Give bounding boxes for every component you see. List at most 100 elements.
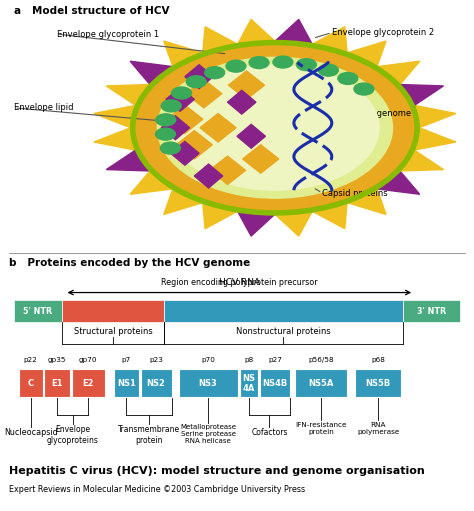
Text: p8: p8: [245, 357, 254, 363]
Text: NS4B: NS4B: [263, 379, 288, 388]
Text: Nonstructural proteins: Nonstructural proteins: [236, 327, 330, 336]
Circle shape: [135, 44, 415, 212]
FancyBboxPatch shape: [240, 369, 258, 398]
Text: NS5A: NS5A: [308, 379, 334, 388]
Polygon shape: [185, 65, 213, 88]
Text: NS
4A: NS 4A: [243, 374, 255, 393]
Text: RNA
polymerase: RNA polymerase: [357, 422, 400, 434]
Polygon shape: [171, 142, 199, 165]
Polygon shape: [186, 80, 222, 108]
Text: p56/58: p56/58: [308, 357, 334, 363]
Polygon shape: [200, 113, 236, 142]
Text: Envelope glycoprotein 2: Envelope glycoprotein 2: [332, 28, 434, 37]
Text: HCV RNA: HCV RNA: [219, 278, 260, 288]
Circle shape: [319, 64, 338, 76]
Text: Envelope glycoprotein 1: Envelope glycoprotein 1: [57, 30, 159, 38]
Text: Hepatitis C virus (HCV): model structure and genome organisation: Hepatitis C virus (HCV): model structure…: [9, 466, 425, 476]
FancyBboxPatch shape: [140, 369, 172, 398]
Circle shape: [160, 142, 180, 154]
FancyBboxPatch shape: [72, 369, 105, 398]
Text: Capsid proteins: Capsid proteins: [322, 189, 388, 198]
Text: E2: E2: [82, 379, 94, 388]
Text: RNA genome: RNA genome: [356, 109, 410, 118]
Text: p23: p23: [149, 357, 163, 363]
Polygon shape: [176, 131, 212, 159]
Text: a   Model structure of HCV: a Model structure of HCV: [14, 6, 170, 16]
Text: Nucleocapsid: Nucleocapsid: [4, 428, 57, 437]
Polygon shape: [243, 145, 279, 173]
Text: Envelope lipid: Envelope lipid: [14, 103, 74, 112]
Text: IFN-resistance
protein: IFN-resistance protein: [295, 422, 346, 434]
FancyBboxPatch shape: [402, 300, 460, 322]
Polygon shape: [228, 90, 256, 114]
Circle shape: [172, 87, 191, 99]
Text: b   Proteins encoded by the HCV genome: b Proteins encoded by the HCV genome: [9, 258, 251, 268]
Polygon shape: [130, 61, 173, 84]
Polygon shape: [203, 27, 237, 53]
Text: 3' NTR: 3' NTR: [417, 307, 446, 316]
Text: Region encoding polyprotein precursor: Region encoding polyprotein precursor: [161, 278, 318, 287]
FancyBboxPatch shape: [18, 369, 43, 398]
Polygon shape: [164, 41, 202, 66]
Circle shape: [354, 83, 374, 95]
Text: NS1: NS1: [117, 379, 136, 388]
FancyBboxPatch shape: [164, 300, 402, 322]
Circle shape: [155, 128, 175, 140]
Polygon shape: [94, 128, 135, 150]
Polygon shape: [106, 84, 150, 105]
Polygon shape: [415, 105, 456, 128]
Polygon shape: [347, 189, 386, 215]
Circle shape: [186, 76, 206, 88]
Circle shape: [226, 60, 246, 72]
Circle shape: [338, 73, 358, 84]
Text: Metalloprotease
Serine protease
RNA helicase: Metalloprotease Serine protease RNA heli…: [180, 424, 236, 444]
Text: p27: p27: [268, 357, 282, 363]
Polygon shape: [161, 116, 190, 140]
FancyBboxPatch shape: [355, 369, 401, 398]
Polygon shape: [275, 212, 312, 236]
FancyBboxPatch shape: [14, 300, 63, 322]
Polygon shape: [106, 150, 150, 171]
FancyBboxPatch shape: [294, 369, 347, 398]
Circle shape: [171, 65, 379, 190]
Circle shape: [249, 57, 269, 68]
Polygon shape: [312, 27, 347, 53]
Polygon shape: [237, 124, 265, 148]
Text: C: C: [27, 379, 34, 388]
FancyBboxPatch shape: [63, 300, 164, 322]
Polygon shape: [210, 156, 246, 184]
Polygon shape: [347, 41, 386, 66]
Circle shape: [161, 100, 181, 112]
Polygon shape: [237, 212, 275, 236]
Text: 5' NTR: 5' NTR: [23, 307, 53, 316]
Circle shape: [157, 57, 392, 198]
Text: gp70: gp70: [79, 357, 97, 363]
Polygon shape: [275, 19, 312, 44]
Polygon shape: [312, 203, 347, 229]
Polygon shape: [377, 61, 419, 84]
FancyBboxPatch shape: [114, 369, 139, 398]
Text: p7: p7: [122, 357, 131, 363]
Polygon shape: [415, 128, 456, 150]
Circle shape: [156, 114, 176, 126]
Circle shape: [205, 67, 225, 79]
Polygon shape: [237, 19, 275, 44]
Text: Cofactors: Cofactors: [251, 428, 288, 437]
Text: NS5B: NS5B: [365, 379, 391, 388]
Text: p70: p70: [201, 357, 215, 363]
Polygon shape: [377, 171, 419, 194]
Polygon shape: [203, 203, 237, 229]
Polygon shape: [166, 87, 194, 111]
Circle shape: [296, 59, 316, 71]
Polygon shape: [400, 84, 444, 105]
Text: E1: E1: [51, 379, 63, 388]
FancyBboxPatch shape: [179, 369, 237, 398]
Text: NS2: NS2: [147, 379, 165, 388]
Text: Structural proteins: Structural proteins: [73, 327, 152, 336]
Polygon shape: [194, 164, 223, 188]
Text: Envelope
glycoproteins: Envelope glycoproteins: [46, 425, 99, 445]
Polygon shape: [228, 71, 264, 99]
FancyBboxPatch shape: [45, 369, 70, 398]
Text: Expert Reviews in Molecular Medicine ©2003 Cambridge University Press: Expert Reviews in Molecular Medicine ©20…: [9, 485, 306, 495]
Polygon shape: [400, 150, 444, 171]
